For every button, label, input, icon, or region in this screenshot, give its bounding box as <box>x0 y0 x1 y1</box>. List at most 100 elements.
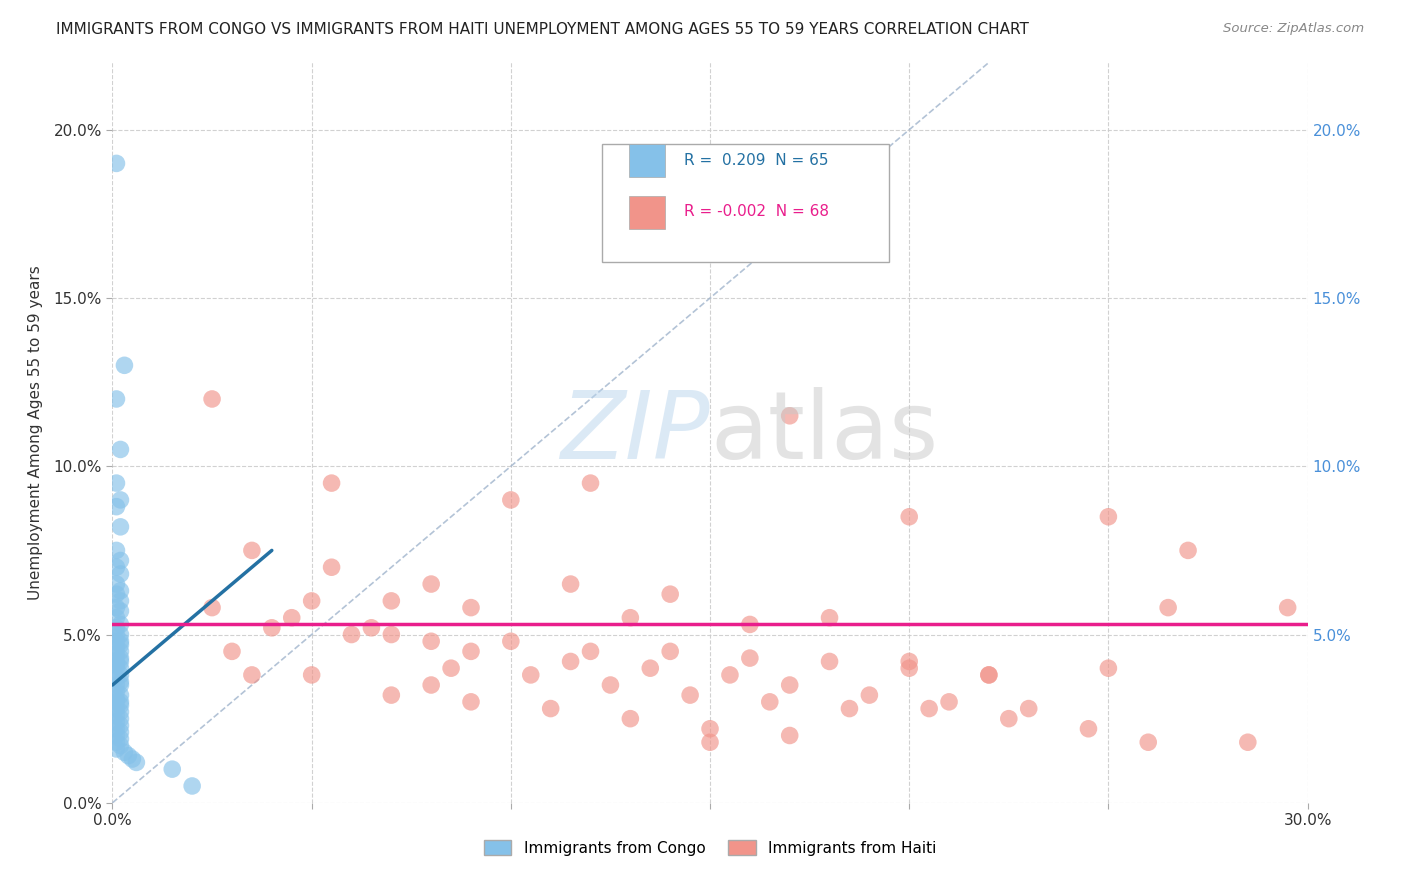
Point <box>105 671 128 685</box>
Point <box>1077 722 1099 736</box>
Point <box>105 657 128 672</box>
Point <box>121 752 143 766</box>
Point <box>420 678 443 692</box>
Point <box>105 543 128 558</box>
Point <box>105 742 128 756</box>
Point <box>858 688 880 702</box>
Point <box>110 644 132 658</box>
Text: R =  0.209  N = 65: R = 0.209 N = 65 <box>683 153 828 168</box>
Point <box>1277 600 1299 615</box>
Point <box>599 678 621 692</box>
Point <box>162 762 183 776</box>
Point <box>759 695 782 709</box>
Point <box>560 577 582 591</box>
Point <box>738 651 761 665</box>
Point <box>110 566 132 581</box>
Point <box>110 688 132 702</box>
Point <box>699 722 721 736</box>
Point <box>560 655 582 669</box>
Point <box>105 560 128 574</box>
Point <box>659 587 682 601</box>
Point <box>105 655 128 669</box>
Point <box>321 560 343 574</box>
Point <box>105 627 128 641</box>
Point <box>105 722 128 736</box>
Point <box>105 708 128 723</box>
Point <box>718 668 741 682</box>
Point <box>540 701 562 715</box>
Legend: Immigrants from Congo, Immigrants from Haiti: Immigrants from Congo, Immigrants from H… <box>478 834 942 862</box>
Point <box>420 577 443 591</box>
Point <box>1097 509 1119 524</box>
Point <box>110 655 132 669</box>
Point <box>221 644 243 658</box>
Point <box>114 745 135 759</box>
FancyBboxPatch shape <box>628 195 665 229</box>
Point <box>105 392 128 406</box>
Point <box>110 594 132 608</box>
Point <box>105 577 128 591</box>
Point <box>579 476 602 491</box>
Point <box>110 661 132 675</box>
Point <box>110 712 132 726</box>
Point <box>105 729 128 743</box>
Point <box>579 644 602 658</box>
Point <box>998 712 1021 726</box>
Point <box>1018 701 1040 715</box>
Point <box>105 610 128 624</box>
Point <box>110 627 132 641</box>
Point <box>105 691 128 706</box>
Point <box>977 668 1000 682</box>
Point <box>110 638 132 652</box>
Point <box>110 705 132 719</box>
Point <box>301 594 323 608</box>
Point <box>110 695 132 709</box>
Point <box>380 594 402 608</box>
Point <box>281 610 304 624</box>
Point <box>105 500 128 514</box>
Point <box>1097 661 1119 675</box>
Point <box>779 409 801 423</box>
Text: IMMIGRANTS FROM CONGO VS IMMIGRANTS FROM HAITI UNEMPLOYMENT AMONG AGES 55 TO 59 : IMMIGRANTS FROM CONGO VS IMMIGRANTS FROM… <box>56 22 1029 37</box>
Point <box>1237 735 1260 749</box>
Point <box>105 695 128 709</box>
Text: ZIP: ZIP <box>561 387 710 478</box>
Point <box>898 655 921 669</box>
Point <box>440 661 463 675</box>
Point <box>1177 543 1199 558</box>
Point <box>898 509 921 524</box>
Point <box>105 476 128 491</box>
Point <box>105 156 128 170</box>
Point <box>110 634 132 648</box>
Point <box>110 674 132 689</box>
Point <box>838 701 860 715</box>
Point <box>499 634 522 648</box>
Point <box>110 604 132 618</box>
Point <box>105 640 128 655</box>
Point <box>520 668 543 682</box>
Point <box>105 735 128 749</box>
Y-axis label: Unemployment Among Ages 55 to 59 years: Unemployment Among Ages 55 to 59 years <box>28 265 42 600</box>
Point <box>110 553 132 567</box>
Point <box>105 648 128 662</box>
Point <box>105 621 128 635</box>
Point <box>110 698 132 713</box>
Point <box>380 627 402 641</box>
Point <box>1157 600 1180 615</box>
Point <box>420 634 443 648</box>
Point <box>105 685 128 699</box>
Point <box>114 359 135 373</box>
Point <box>380 688 402 702</box>
Point <box>125 756 148 770</box>
Text: Source: ZipAtlas.com: Source: ZipAtlas.com <box>1223 22 1364 36</box>
Point <box>105 634 128 648</box>
Point <box>240 668 263 682</box>
Point <box>201 392 224 406</box>
Point <box>117 748 139 763</box>
Point <box>659 644 682 658</box>
Point <box>110 739 132 753</box>
Point <box>105 661 128 675</box>
Point <box>110 651 132 665</box>
Point <box>619 610 641 624</box>
Point <box>460 600 482 615</box>
